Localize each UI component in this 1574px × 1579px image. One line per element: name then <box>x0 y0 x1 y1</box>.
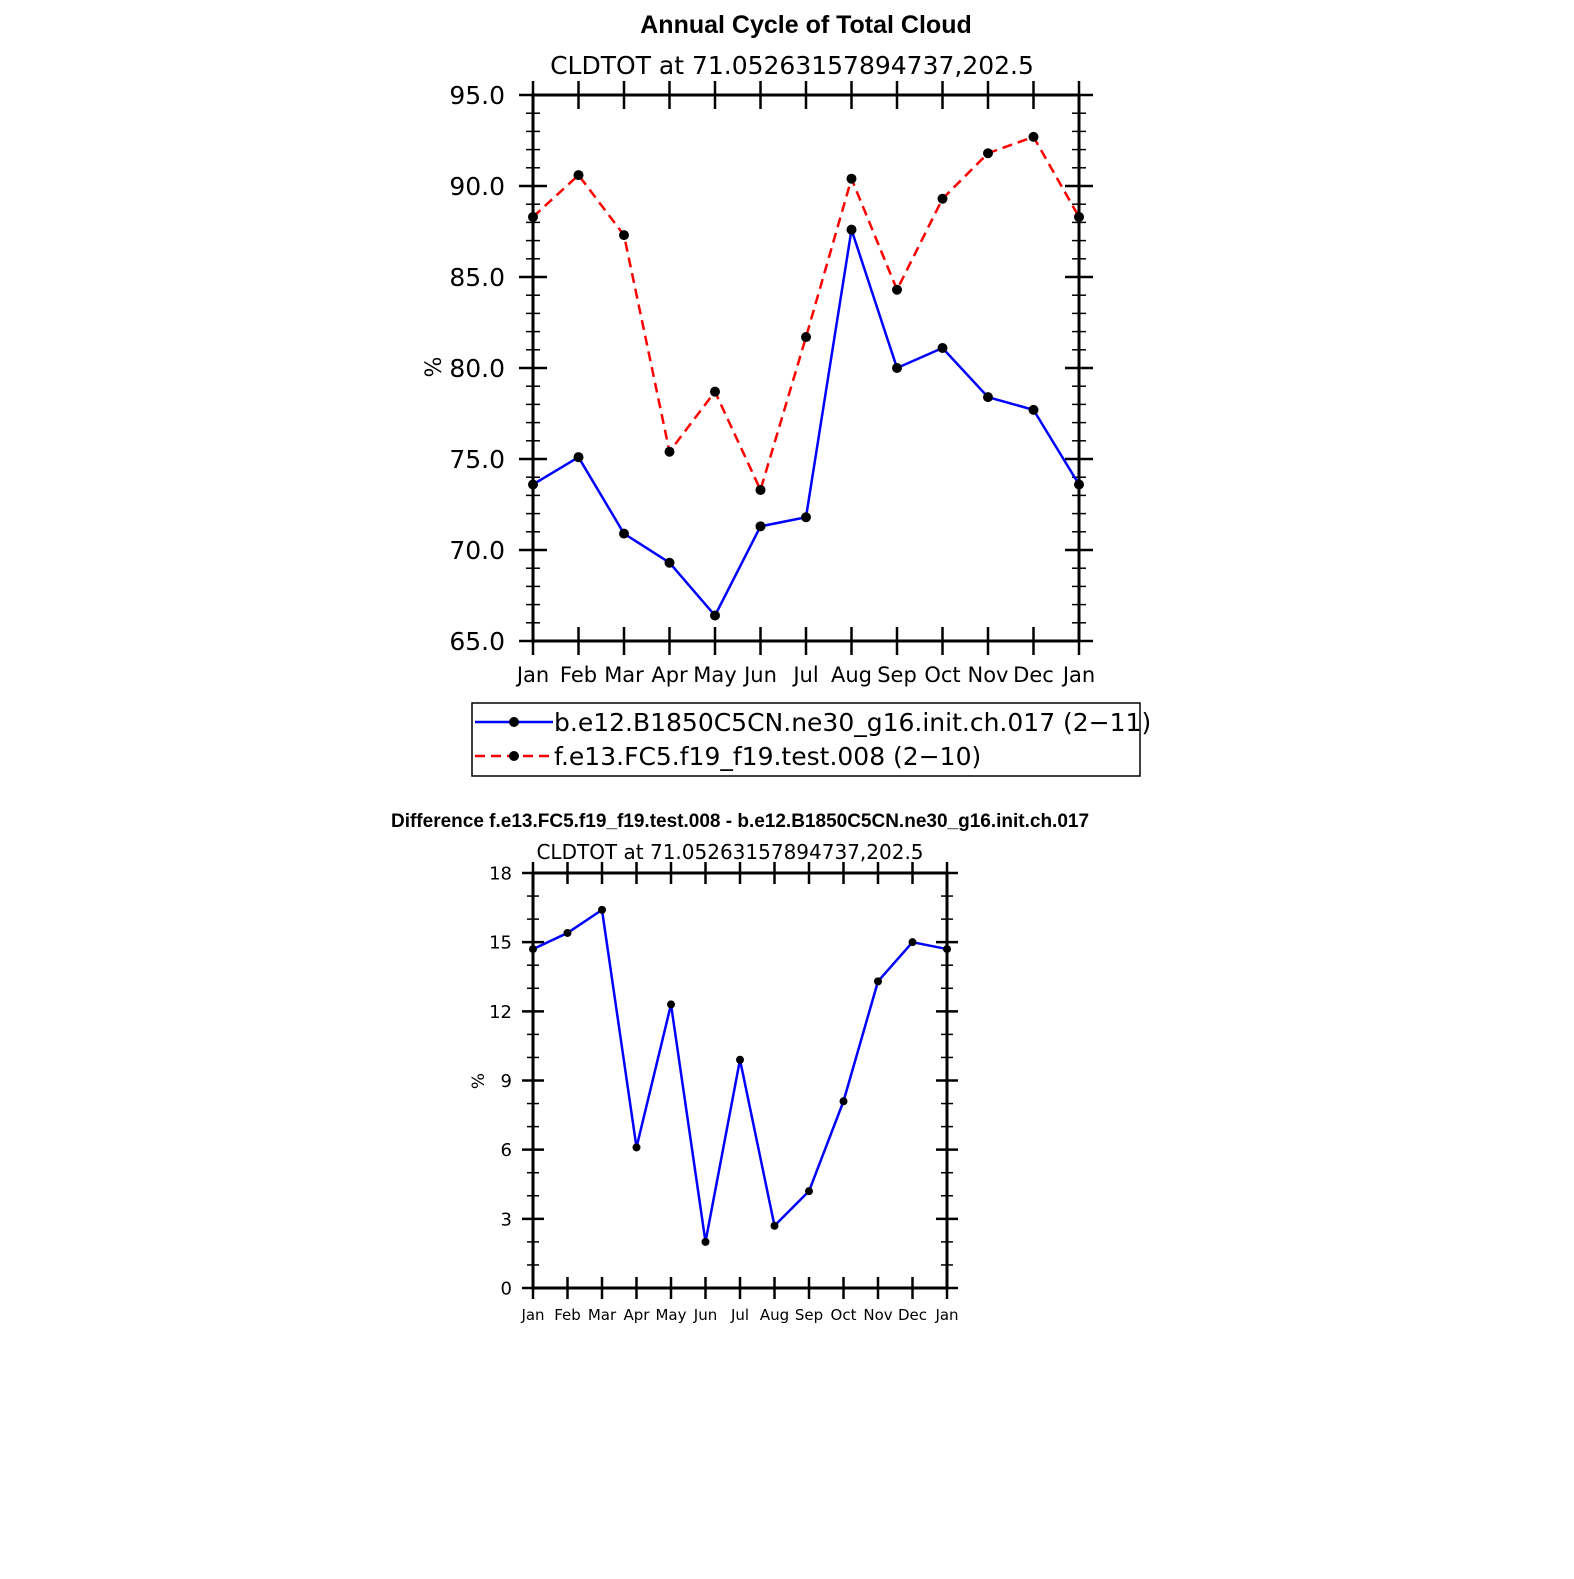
c2-x-tick-label: Nov <box>863 1306 892 1324</box>
c2-y-tick-label: 18 <box>489 863 512 884</box>
c1-data-point <box>983 148 993 159</box>
c1-x-tick-label: Aug <box>831 663 872 687</box>
c1-data-point <box>619 528 629 539</box>
legend-entry-1: b.e12.B1850C5CN.ne30_g16.init.ch.017 (2−… <box>554 708 1151 737</box>
c2-series-line-1 <box>532 908 948 1244</box>
c2-y-tick-label: 3 <box>501 1209 512 1230</box>
c2-data-point <box>563 928 572 937</box>
c2-y-tick-label: 6 <box>501 1140 512 1161</box>
chart-2: Difference f.e13.FC5.f19_f19.test.008 - … <box>391 811 1089 1324</box>
chart-2-title: Difference f.e13.FC5.f19_f19.test.008 - … <box>391 811 1089 832</box>
c1-series-line-2 <box>532 135 1081 492</box>
c1-x-tick-label: Jan <box>1061 663 1095 687</box>
c1-y-tick-label: 65.0 <box>449 627 505 656</box>
c1-data-point <box>755 521 766 532</box>
c1-y-tick-label: 90.0 <box>449 172 505 201</box>
legend-marker-2 <box>509 751 519 761</box>
c1-data-point <box>801 512 811 523</box>
chart-1: Annual Cycle of Total Cloud CLDTOT at 71… <box>422 11 1151 777</box>
c2-y-tick-label: 9 <box>501 1071 512 1092</box>
c2-x-tick-label: Mar <box>588 1306 617 1324</box>
c1-data-point <box>846 224 857 235</box>
c2-x-tick-label: Feb <box>554 1306 581 1324</box>
chart-1-title: Annual Cycle of Total Cloud <box>640 11 971 39</box>
c1-x-tick-label: Dec <box>1013 663 1054 687</box>
c1-data-point <box>664 557 675 568</box>
c1-x-tick-label: May <box>693 663 736 687</box>
c2-x-tick-label: Jul <box>730 1306 749 1324</box>
c2-data-point <box>701 1237 710 1246</box>
c1-data-point <box>892 363 902 373</box>
c1-x-tick-label: Nov <box>968 663 1009 687</box>
c1-x-tick-label: Feb <box>560 663 597 687</box>
c1-x-tick-label: Oct <box>924 663 960 687</box>
c2-data-point <box>736 1055 744 1064</box>
legend-marker-1 <box>509 717 519 727</box>
c1-y-tick-label: 70.0 <box>449 536 505 565</box>
c2-x-tick-label: Dec <box>898 1306 927 1324</box>
c1-series-line-1 <box>532 228 1081 617</box>
c2-data-point <box>770 1221 779 1230</box>
c2-data-point <box>874 977 882 986</box>
c1-x-tick-label: Apr <box>651 663 688 687</box>
chart-1-legend: b.e12.B1850C5CN.ne30_g16.init.ch.017 (2−… <box>471 702 1151 777</box>
c2-x-tick-label: Jan <box>520 1306 544 1324</box>
c2-x-tick-label: Sep <box>795 1306 823 1324</box>
c2-y-tick-label: 12 <box>489 1002 512 1023</box>
chart-2-y-axis-label: % <box>469 1073 489 1089</box>
c2-x-tick-label: Jan <box>934 1306 958 1324</box>
c1-x-tick-label: Jun <box>742 663 777 687</box>
c2-data-point <box>908 938 917 947</box>
chart-1-y-axis-label: % <box>422 357 447 378</box>
c1-data-point <box>573 452 584 463</box>
chart-1-subtitle: CLDTOT at 71.05263157894737,202.5 <box>550 51 1034 80</box>
c1-data-point <box>801 332 811 343</box>
chart-2-tick-labels: Jan Feb Mar Apr May Jun Jul Aug Sep Oct Nov Dec Jan 0… <box>489 863 958 1324</box>
c1-x-tick-label: Mar <box>604 663 644 687</box>
legend-box <box>471 702 1141 777</box>
chart-2-subtitle: CLDTOT at 71.05263157894737,202.5 <box>536 840 923 864</box>
c1-x-tick-label: Sep <box>877 663 917 687</box>
chart-1-tick-labels: Jan Feb Mar Apr May Jun Jul Aug Sep Oct Nov Dec Jan 6… <box>449 81 1095 687</box>
c1-x-tick-label: Jul <box>791 663 818 687</box>
chart-2-ticks <box>522 862 958 1299</box>
chart-2-series <box>529 905 951 1246</box>
c2-x-tick-label: Apr <box>624 1306 651 1324</box>
c2-x-tick-label: Aug <box>760 1306 789 1324</box>
legend-entry-2: f.e13.FC5.f19_f19.test.008 (2−10) <box>554 742 981 771</box>
c1-y-tick-label: 95.0 <box>449 81 505 110</box>
c1-data-point <box>937 193 948 204</box>
c1-data-point <box>710 386 720 397</box>
c1-y-tick-label: 75.0 <box>449 445 505 474</box>
c1-data-point <box>710 610 720 621</box>
c2-y-tick-label: 0 <box>501 1278 512 1299</box>
chart-2-plot-frame <box>531 871 949 1290</box>
c1-data-point <box>846 173 857 184</box>
c1-data-point <box>1028 131 1039 142</box>
c1-y-tick-label: 85.0 <box>449 263 505 292</box>
c1-data-point <box>755 484 766 495</box>
c2-data-point <box>805 1187 813 1196</box>
c1-data-point <box>892 284 902 295</box>
chart-1-ticks <box>519 81 1093 655</box>
c2-data-point <box>632 1143 641 1152</box>
c1-data-point <box>983 392 993 403</box>
c1-data-point <box>619 230 629 241</box>
c2-x-tick-label: Oct <box>831 1306 857 1324</box>
c1-data-point <box>1028 404 1039 415</box>
chart-1-plot-frame <box>531 93 1081 643</box>
c1-x-tick-label: Jan <box>515 663 549 687</box>
c1-data-point <box>664 446 675 457</box>
c1-data-point <box>573 170 584 181</box>
c2-data-point <box>598 905 606 914</box>
c1-y-tick-label: 80.0 <box>449 354 505 383</box>
c2-x-tick-label: Jun <box>693 1306 717 1324</box>
c2-y-tick-label: 15 <box>489 933 512 954</box>
chart-1-series <box>528 131 1084 621</box>
c1-data-point <box>937 342 948 353</box>
c2-x-tick-label: May <box>655 1306 686 1324</box>
c2-data-point <box>667 1000 675 1009</box>
c2-data-point <box>839 1097 848 1106</box>
